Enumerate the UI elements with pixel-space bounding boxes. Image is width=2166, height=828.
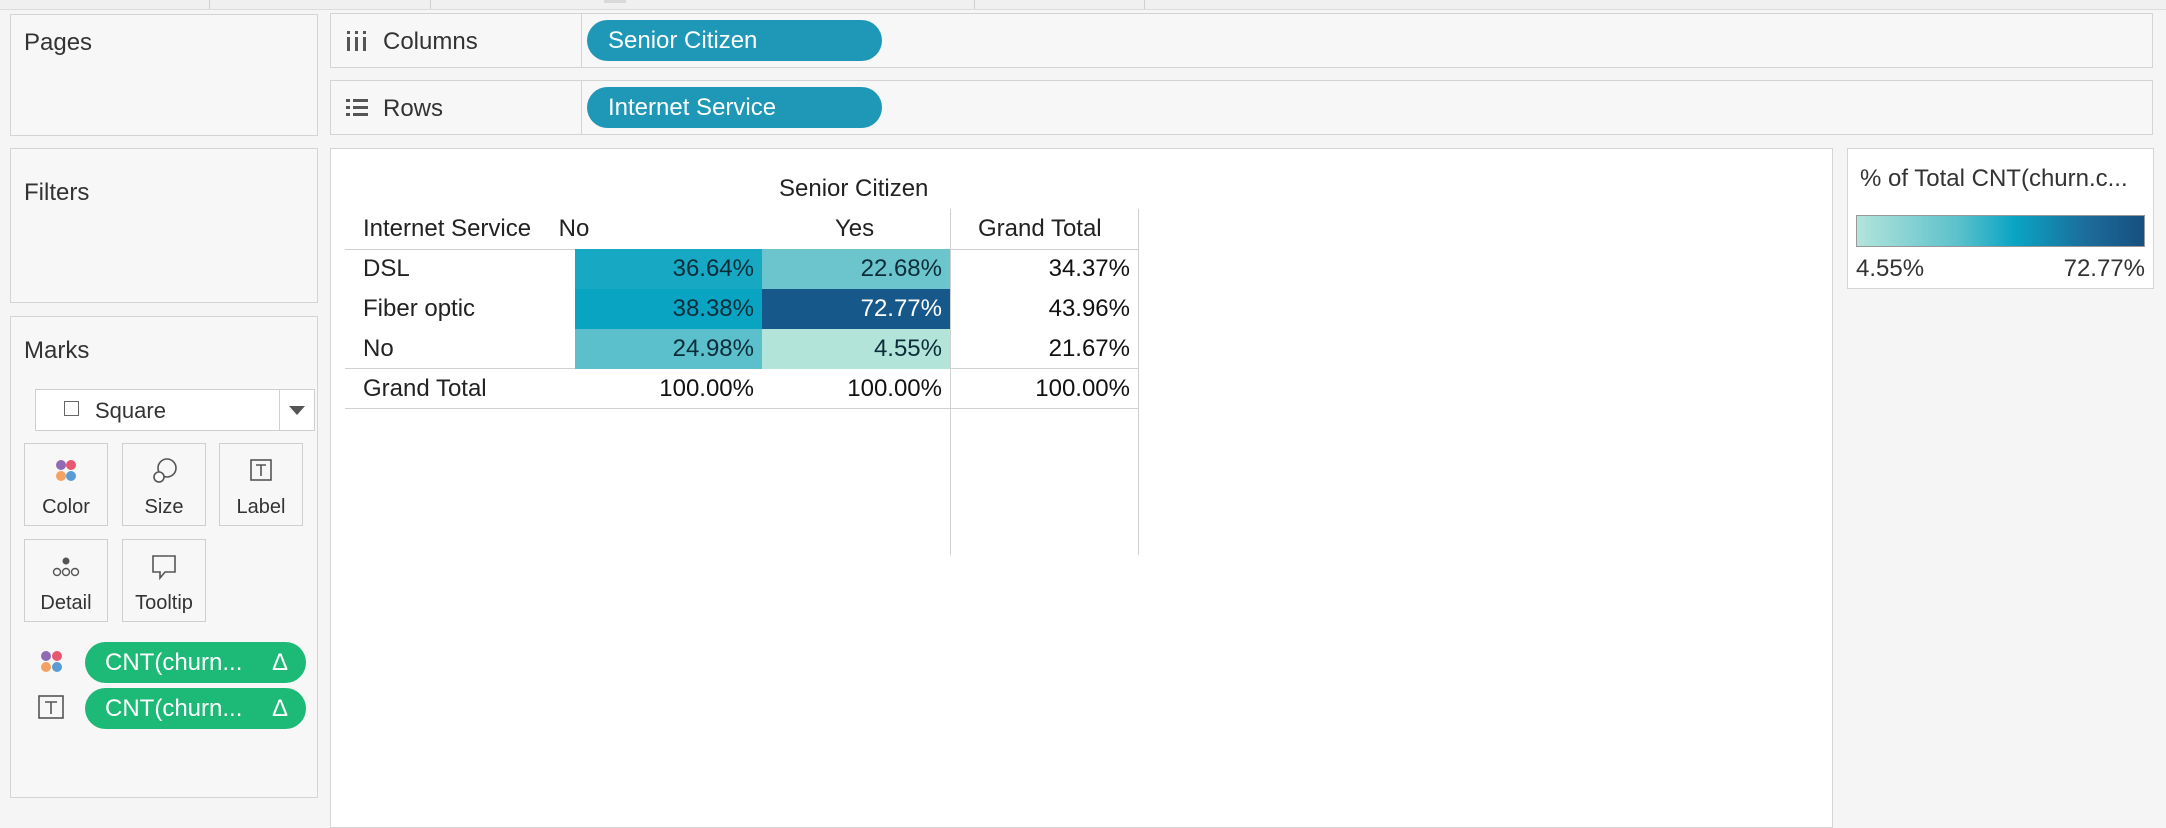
column-header-grand-total: Grand Total [978, 215, 1102, 242]
color-field-pill-text: CNT(churn... [105, 649, 243, 676]
detail-button-label: Detail [40, 592, 92, 614]
marks-card: Marks Square Color Size Label [10, 316, 318, 798]
heat-cell[interactable]: 38.38% [575, 289, 762, 329]
square-mark-icon [64, 401, 79, 416]
row-field-header: Internet Service [363, 215, 532, 242]
legend-max-label: 72.77% [2063, 255, 2145, 282]
overall-grand-total-cell: 100.00% [1035, 375, 1130, 402]
color-encoding-icon [41, 651, 62, 672]
row-header-no[interactable]: No [363, 335, 394, 362]
label-button-label: Label [236, 496, 286, 518]
color-legend[interactable]: % of Total CNT(churn.c... 4.55% 72.77% [1847, 148, 2154, 289]
internet-service-pill[interactable]: Internet Service [587, 87, 882, 128]
color-dots-icon [56, 460, 76, 481]
rows-shelf-label: Rows [331, 81, 582, 134]
divider [1138, 209, 1139, 555]
rows-icon [346, 99, 368, 116]
row-grand-total-cell: 21.67% [1048, 335, 1130, 362]
columns-shelf-label: Columns [331, 14, 582, 67]
marks-title: Marks [24, 337, 90, 364]
filters-title: Filters [24, 179, 90, 206]
heat-cell[interactable]: 24.98% [575, 329, 762, 369]
top-toolbar-strip [0, 0, 2166, 10]
columns-label: Columns [383, 28, 478, 55]
divider [345, 408, 1139, 409]
row-grand-total-cell: 34.37% [1048, 255, 1130, 282]
filters-card[interactable]: Filters [10, 148, 318, 303]
detail-button[interactable]: Detail [24, 539, 108, 622]
column-grand-total-cell: 100.00% [659, 375, 754, 402]
rows-shelf[interactable]: Rows Internet Service [330, 80, 2153, 135]
table-calc-delta-icon: Δ [271, 649, 288, 676]
view-canvas[interactable]: Senior Citizen Internet Service No Yes G… [330, 148, 1833, 828]
legend-title: % of Total CNT(churn.c... [1860, 165, 2128, 192]
label-button[interactable]: Label [219, 443, 303, 526]
color-field-pill[interactable]: CNT(churn... Δ [85, 642, 306, 683]
heat-cell[interactable]: 4.55% [762, 329, 950, 369]
row-header-grand-total: Grand Total [363, 375, 487, 402]
label-encoding-icon [38, 695, 64, 719]
row-header-fiber-optic[interactable]: Fiber optic [363, 295, 476, 322]
pages-card[interactable]: Pages [10, 14, 318, 136]
column-header-yes[interactable]: Yes [835, 215, 875, 242]
label-field-pill[interactable]: CNT(churn... Δ [85, 688, 306, 729]
heat-cell[interactable]: 22.68% [762, 249, 950, 289]
mark-type-dropdown[interactable]: Square [35, 389, 315, 431]
table-calc-delta-icon: Δ [271, 695, 288, 722]
row-header-dsl[interactable]: DSL [363, 255, 410, 282]
detail-dots-icon [52, 557, 80, 577]
size-button[interactable]: Size [122, 443, 206, 526]
label-text-icon [250, 459, 272, 481]
color-button-label: Color [42, 496, 90, 518]
size-button-label: Size [144, 496, 184, 518]
tooltip-bubble-icon [152, 555, 176, 581]
color-button[interactable]: Color [24, 443, 108, 526]
label-field-pill-text: CNT(churn... [105, 695, 243, 722]
size-circles-icon [153, 458, 177, 483]
column-grand-total-cell: 100.00% [847, 375, 942, 402]
heat-cell[interactable]: 72.77% [762, 289, 950, 329]
heat-cell[interactable]: 36.64% [575, 249, 762, 289]
legend-color-ramp [1856, 215, 2145, 247]
pages-title: Pages [24, 29, 93, 56]
tooltip-button[interactable]: Tooltip [122, 539, 206, 622]
row-grand-total-cell: 43.96% [1048, 295, 1130, 322]
legend-min-label: 4.55% [1856, 255, 1925, 282]
column-field-header: Senior Citizen [779, 175, 929, 202]
mark-type-label: Square [95, 398, 166, 423]
senior-citizen-pill[interactable]: Senior Citizen [587, 20, 882, 61]
columns-shelf[interactable]: Columns Senior Citizen [330, 13, 2153, 68]
tooltip-button-label: Tooltip [135, 592, 193, 614]
rows-label: Rows [383, 95, 444, 122]
columns-icon [347, 31, 366, 51]
chevron-down-icon[interactable] [289, 406, 305, 415]
divider [950, 209, 951, 555]
